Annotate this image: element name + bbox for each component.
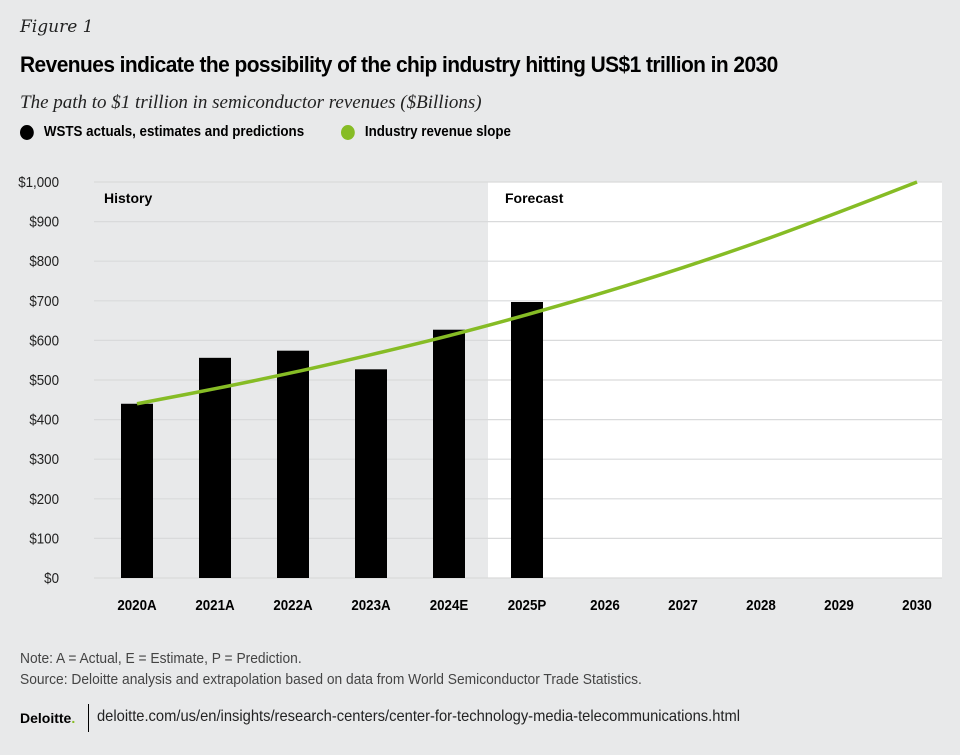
divider xyxy=(88,704,89,732)
y-tick-label: $900 xyxy=(29,213,59,230)
chart-subtitle: The path to $1 trillion in semiconductor… xyxy=(20,92,482,113)
x-tick-label: 2026 xyxy=(590,596,620,613)
y-tick-label: $500 xyxy=(29,371,59,388)
chart-area: $0 $100 $200 $300 $400 $500 $600 $700 $800 $900 $1… xyxy=(18,173,942,613)
x-tick-label: 2030 xyxy=(902,596,932,613)
x-tick-label: 2027 xyxy=(668,596,698,613)
bar-2020A xyxy=(121,403,153,578)
legend-swatch-black xyxy=(20,124,34,140)
region-label-forecast: Forecast xyxy=(505,190,564,206)
footer-url[interactable]: deloitte.com/us/en/insights/research-cen… xyxy=(97,708,741,725)
chart-note: Note: A = Actual, E = Estimate, P = Pred… xyxy=(20,650,302,667)
y-tick-label: $0 xyxy=(44,569,59,586)
y-tick-label: $200 xyxy=(29,490,59,507)
legend-swatch-green xyxy=(341,124,355,140)
x-tick-label: 2021A xyxy=(195,596,234,613)
legend-item-bars: WSTS actuals, estimates and predictions xyxy=(20,124,304,140)
y-tick-label: $1,000 xyxy=(18,173,59,190)
region-label-history: History xyxy=(104,190,152,206)
x-tick-label: 2020A xyxy=(117,596,156,613)
y-tick-label: $600 xyxy=(29,332,59,349)
y-tick-label: $400 xyxy=(29,411,59,428)
figure-label: Figure 1 xyxy=(20,17,94,37)
bar-2025P xyxy=(511,301,543,578)
bar-2023A xyxy=(355,369,387,578)
x-tick-label: 2028 xyxy=(746,596,776,613)
x-tick-label: 2025P xyxy=(508,596,547,613)
bar-2022A xyxy=(277,350,309,578)
legend-item-line: Industry revenue slope xyxy=(341,124,511,140)
x-tick-label: 2022A xyxy=(273,596,312,613)
y-tick-label: $300 xyxy=(29,451,59,468)
y-tick-label: $100 xyxy=(29,530,59,547)
deloitte-logo: Deloitte. xyxy=(20,710,76,726)
y-tick-label: $800 xyxy=(29,253,59,270)
bar-2021A xyxy=(199,357,231,578)
x-tick-label: 2023A xyxy=(351,596,390,613)
legend-label: WSTS actuals, estimates and predictions xyxy=(43,124,305,140)
x-tick-label: 2024E xyxy=(430,596,469,613)
chart-source: Source: Deloitte analysis and extrapolat… xyxy=(20,671,642,688)
revenue-slope-line xyxy=(136,180,918,406)
legend-label: Industry revenue slope xyxy=(364,124,511,140)
chart-title: Revenues indicate the possibility of the… xyxy=(20,52,778,77)
bar-2024E xyxy=(433,329,465,578)
x-tick-label: 2029 xyxy=(824,596,854,613)
y-tick-label: $700 xyxy=(29,292,59,309)
